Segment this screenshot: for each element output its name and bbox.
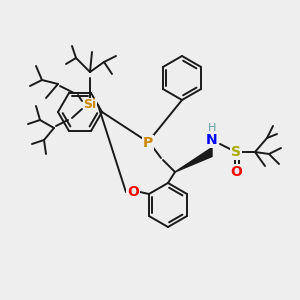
Text: O: O bbox=[127, 185, 139, 199]
Text: O: O bbox=[230, 165, 242, 179]
Text: S: S bbox=[231, 145, 241, 159]
Text: H: H bbox=[208, 123, 216, 133]
Text: Si: Si bbox=[83, 98, 97, 112]
Text: P: P bbox=[143, 136, 153, 150]
Polygon shape bbox=[175, 148, 212, 172]
Text: N: N bbox=[206, 133, 218, 147]
